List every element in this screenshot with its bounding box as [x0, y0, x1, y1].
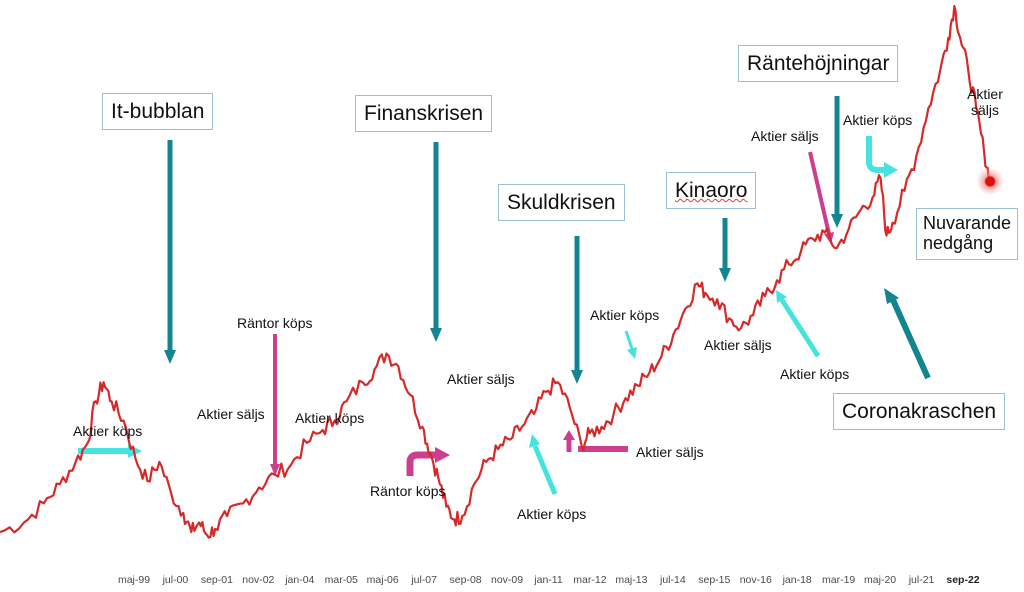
x-tick-label: maj-06: [366, 574, 399, 586]
note-sell-2: Aktier säljs: [447, 371, 515, 387]
note-sell-6: Aktier säljs: [967, 86, 1003, 119]
x-tick-label: sep-08: [449, 574, 482, 586]
finance-crisis-arrow: [430, 142, 442, 342]
note-buy-3: Aktier köps: [517, 506, 587, 522]
label-finance-crisis: Finanskrisen: [355, 95, 493, 133]
label-it-bubble: It-bubblan: [102, 93, 214, 131]
x-tick-label: jan-18: [782, 574, 812, 586]
note-rates-buy-1: Räntor köps: [237, 315, 313, 331]
x-tick-label: jul-07: [411, 574, 437, 586]
rates-arrow-1: [270, 334, 280, 476]
x-tick-label: mar-12: [573, 574, 607, 586]
x-tick-label: nov-16: [739, 574, 772, 586]
note-sell-1: Aktier säljs: [197, 406, 265, 422]
note-buy-2: Aktier köps: [295, 410, 365, 426]
x-tick-label: jan-04: [285, 574, 315, 586]
note-sell-4: Aktier säljs: [704, 337, 772, 353]
x-tick-label: sep-01: [200, 574, 233, 586]
x-tick-label: sep-22: [946, 574, 980, 586]
series-line: [0, 4, 991, 539]
label-rate-hikes: Räntehöjningar: [738, 45, 899, 83]
note-rates-buy-2: Räntor köps: [370, 483, 446, 499]
x-tick-label: mar-05: [324, 574, 358, 586]
note-buy-6: Aktier köps: [843, 112, 913, 128]
label-china: Kinaoro: [666, 172, 757, 210]
it-bubble-arrow: [164, 140, 176, 364]
note-sell-5: Aktier säljs: [751, 128, 819, 144]
china-arrow: [719, 218, 731, 282]
x-tick-label: nov-09: [490, 574, 524, 586]
current-point: [977, 168, 1004, 195]
x-tick-label: jan-11: [534, 574, 563, 586]
x-tick-label: sep-15: [698, 574, 731, 586]
buy-arrows: [78, 136, 898, 495]
label-current-decline: Nuvarande nedgång: [916, 208, 1018, 260]
x-tick-label: mar-19: [822, 574, 856, 586]
x-tick-label: jul-00: [162, 574, 189, 586]
note-buy-4: Aktier köps: [590, 307, 660, 323]
x-tick-label: nov-02: [242, 574, 275, 586]
note-sell-3: Aktier säljs: [636, 444, 704, 460]
note-buy-1: Aktier köps: [73, 423, 143, 439]
x-tick-label: jul-14: [660, 574, 686, 586]
x-tick-label: jul-21: [908, 574, 935, 586]
corona-arrow: [884, 288, 931, 380]
x-tick-label: maj-13: [615, 574, 648, 586]
label-corona: Coronakraschen: [833, 393, 1006, 431]
label-debt-crisis: Skuldkrisen: [498, 184, 625, 222]
buy-arrow-4: [776, 290, 821, 358]
buy-arrow-2: [529, 434, 558, 495]
buy-arrow-5: [866, 136, 898, 178]
x-tick-label: maj-99: [117, 574, 151, 586]
rate-hikes-arrow: [831, 96, 843, 228]
rates-arrow-2: [406, 447, 450, 476]
debt-crisis-arrow: [571, 236, 583, 384]
sell-arrow-rate: [563, 430, 628, 452]
note-buy-5: Aktier köps: [780, 366, 850, 382]
x-tick-label: maj-20: [864, 574, 897, 586]
buy-arrow-3: [624, 330, 637, 359]
event-arrows: [164, 96, 931, 384]
